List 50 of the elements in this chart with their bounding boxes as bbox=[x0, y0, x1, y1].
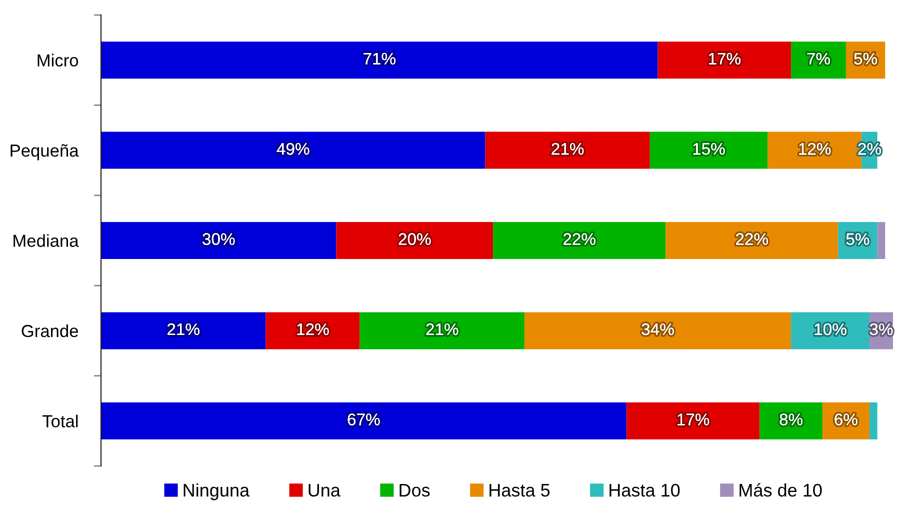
data-label: 17% bbox=[678, 414, 710, 426]
data-label: 30% bbox=[202, 233, 235, 245]
bar bbox=[336, 222, 494, 259]
bar bbox=[650, 132, 768, 169]
bar bbox=[101, 312, 266, 350]
bar bbox=[101, 222, 336, 259]
data-label: 12% bbox=[799, 142, 831, 155]
bar bbox=[101, 42, 658, 79]
y-tick-label: Mediana bbox=[14, 234, 79, 247]
data-label: 5% bbox=[854, 52, 878, 65]
data-label: 10% bbox=[814, 323, 846, 336]
y-tick-label: Micro bbox=[38, 54, 78, 67]
data-label: 34% bbox=[642, 323, 674, 336]
data-label: 22% bbox=[736, 233, 768, 245]
bar bbox=[658, 42, 792, 79]
data-label: 22% bbox=[563, 233, 596, 245]
data-label: 5% bbox=[846, 233, 870, 245]
data-label: 7% bbox=[807, 52, 830, 65]
data-label: 17% bbox=[709, 52, 740, 65]
legend-label: Más de 10 bbox=[740, 483, 822, 497]
y-tick-label: Grande bbox=[22, 324, 78, 338]
legend-label: Dos bbox=[400, 484, 430, 497]
data-label: 12% bbox=[297, 323, 329, 336]
bar bbox=[524, 312, 792, 350]
bar bbox=[869, 402, 878, 440]
bar bbox=[101, 132, 486, 169]
data-label: 8% bbox=[780, 414, 803, 426]
y-tick-label: Pequeña bbox=[10, 144, 79, 160]
data-label: 71% bbox=[364, 52, 396, 65]
legend-label: Una bbox=[308, 484, 340, 497]
bar bbox=[626, 402, 760, 440]
data-label: 6% bbox=[834, 414, 858, 426]
data-label: 20% bbox=[398, 233, 431, 245]
data-label: 15% bbox=[693, 143, 725, 155]
data-label: 3% bbox=[870, 323, 893, 336]
bar bbox=[666, 222, 838, 259]
data-label: 67% bbox=[348, 414, 380, 426]
bar bbox=[360, 312, 524, 350]
legend-label: Ninguna bbox=[184, 483, 250, 500]
y-tick-label: Total bbox=[42, 414, 78, 428]
bar bbox=[877, 222, 886, 259]
data-label: 21% bbox=[167, 323, 200, 336]
bar bbox=[485, 132, 650, 169]
data-label: 21% bbox=[426, 323, 458, 336]
bar bbox=[493, 222, 666, 259]
bar bbox=[101, 402, 626, 440]
data-label: 49% bbox=[276, 142, 310, 155]
legend-label: Hasta 10 bbox=[610, 484, 680, 497]
legend-label: Hasta 5 bbox=[490, 484, 550, 497]
data-label: 21% bbox=[552, 142, 584, 155]
